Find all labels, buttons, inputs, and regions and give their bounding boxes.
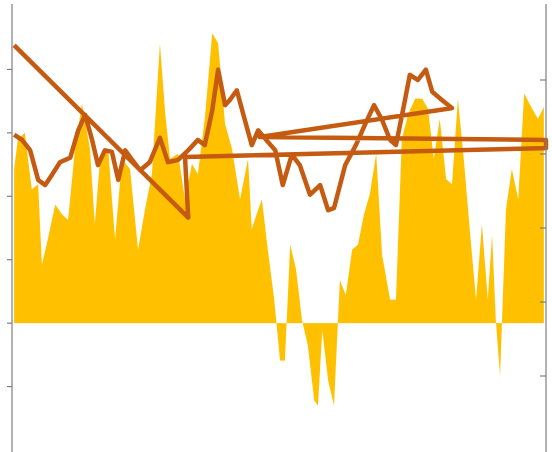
- area: [14, 33, 544, 406]
- line-series: [12, 43, 549, 220]
- plot: [12, 33, 549, 406]
